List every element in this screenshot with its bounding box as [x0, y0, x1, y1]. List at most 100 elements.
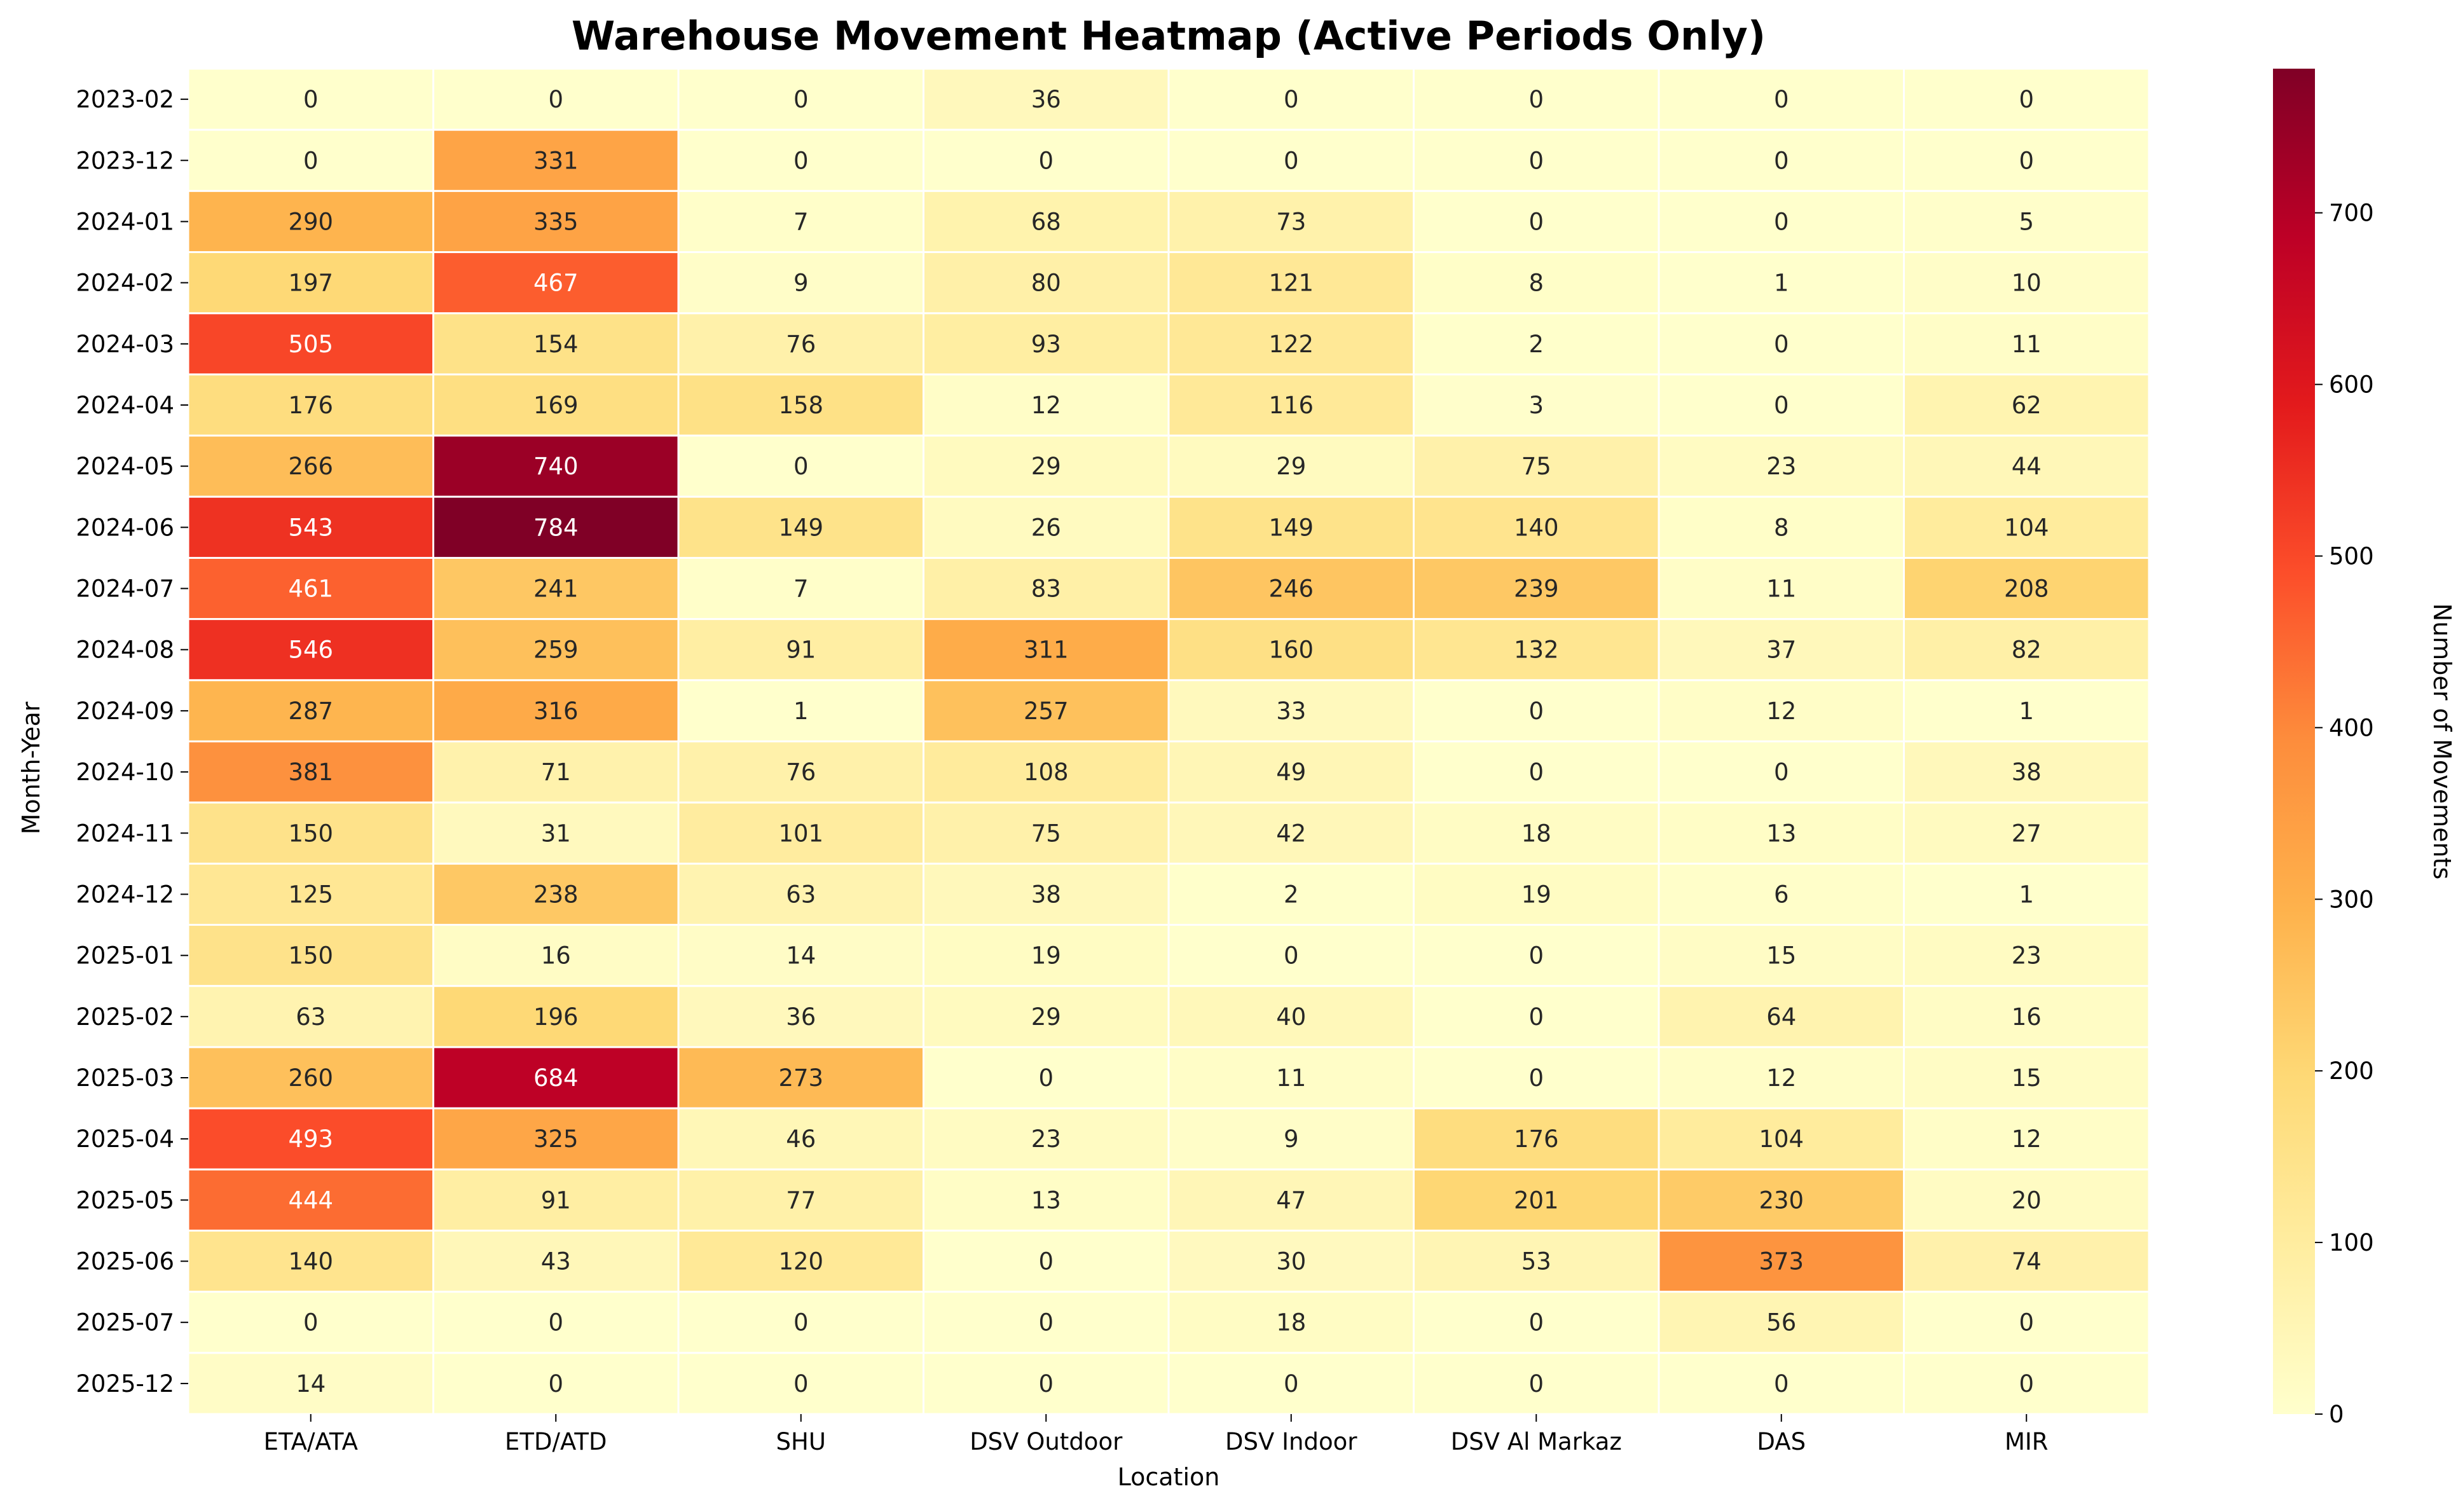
cell-value-label: 197: [288, 270, 333, 297]
heatmap-cell: [1167, 1046, 1415, 1110]
heatmap-cell: [187, 556, 434, 621]
heatmap-cell: [432, 495, 680, 559]
cell-value-label: 43: [541, 1248, 571, 1275]
cell-value-label: 238: [533, 881, 579, 908]
cell-value-label: 0: [1528, 86, 1544, 113]
colorbar-label: Number of Movements: [2428, 603, 2456, 880]
cell-value-label: 9: [793, 270, 809, 297]
heatmap-cell: [1658, 189, 1905, 254]
cell-value-label: 23: [1766, 453, 1796, 480]
cell-value-label: 316: [533, 698, 579, 725]
cell-value-label: 1: [793, 698, 809, 725]
cell-value-label: 76: [786, 331, 816, 358]
x-axis-label: Location: [1118, 1463, 1220, 1491]
cell-value-label: 0: [793, 1370, 809, 1398]
row-tick-label: 2025-01: [76, 942, 174, 970]
heatmap-cell: [1658, 1352, 1905, 1415]
heatmap-cell: [1167, 618, 1415, 682]
cell-value-label: 444: [288, 1186, 333, 1214]
column-tick-label: ETA/ATA: [264, 1428, 358, 1455]
heatmap-cell: [1167, 801, 1415, 865]
cell-value-label: 176: [288, 392, 333, 419]
heatmap-cell: [1658, 801, 1905, 865]
heatmap-cell: [923, 1352, 1170, 1415]
cell-value-label: 10: [2012, 270, 2042, 297]
row-tick-labels: 2023-02 2023-12 2024-01 2024-02 2024-03 2024-…: [76, 86, 188, 1398]
heatmap-cell: [1903, 434, 2150, 498]
cell-value-label: 0: [793, 1309, 809, 1337]
heatmap-cell: [1658, 1291, 1905, 1354]
column-tick-labels: ETA/ATA ETD/ATD SHU DSV Outdoor DSV Indoor DS…: [264, 1414, 2049, 1455]
colorbar-tick-label: 0: [2329, 1401, 2344, 1428]
row-tick-label: 2024-12: [76, 881, 174, 908]
cell-value-label: 150: [288, 942, 333, 970]
cell-value-label: 0: [1528, 942, 1544, 970]
cell-value-label: 71: [541, 759, 571, 786]
cell-value-label: 116: [1268, 392, 1314, 419]
cell-value-label: 273: [778, 1064, 823, 1092]
cell-value-label: 505: [288, 331, 333, 358]
heatmap-cell: [432, 740, 680, 804]
cell-value-label: 7: [793, 575, 809, 603]
row-tick-label: 2024-10: [76, 759, 174, 786]
cell-value-label: 259: [533, 636, 579, 664]
cell-value-label: 12: [1031, 392, 1061, 419]
cell-value-label: 160: [1268, 636, 1314, 664]
colorbar-tick-label: 600: [2329, 371, 2374, 399]
cell-value-label: 0: [1774, 147, 1789, 174]
heatmap-cell: [1413, 740, 1660, 804]
heatmap-cell: [1658, 924, 1905, 987]
row-tick-label: 2024-06: [76, 514, 174, 541]
heatmap-cell: [1903, 985, 2150, 1048]
cell-value-label: 6: [1774, 881, 1789, 908]
cell-value-label: 230: [1759, 1186, 1804, 1214]
cell-value-label: 0: [303, 147, 319, 174]
cell-value-label: 0: [1038, 1370, 1054, 1398]
cell-value-label: 0: [1774, 208, 1789, 235]
heatmap-cell: [432, 1352, 680, 1415]
row-tick-label: 2024-07: [76, 575, 174, 603]
cell-value-label: 91: [541, 1186, 571, 1214]
cell-value-label: 266: [288, 453, 333, 480]
heatmap-cell: [432, 1229, 680, 1293]
cell-value-label: 331: [533, 147, 579, 174]
cell-value-label: 461: [288, 575, 333, 603]
cell-value-label: 0: [793, 453, 809, 480]
heatmap-cell: [1413, 434, 1660, 498]
cell-value-label: 91: [786, 636, 816, 664]
cell-value-label: 740: [533, 453, 579, 480]
column-tick-label: DSV Al Markaz: [1451, 1428, 1622, 1455]
cell-value-label: 208: [2004, 575, 2049, 603]
column-tick-label: DAS: [1757, 1428, 1806, 1455]
heatmap-cell: [1413, 985, 1660, 1048]
cell-value-label: 36: [1031, 86, 1061, 113]
heatmap-cell: [1167, 128, 1415, 192]
colorbar: [2273, 69, 2315, 1414]
cell-value-label: 2: [1528, 331, 1544, 358]
heatmap-cell: [432, 679, 680, 743]
cell-value-label: 27: [2012, 820, 2042, 847]
cell-value-label: 0: [2019, 1370, 2034, 1398]
cell-value-label: 140: [1514, 514, 1559, 541]
cell-value-label: 68: [1031, 208, 1061, 235]
heatmap-cell: [1903, 373, 2150, 437]
cell-value-label: 63: [296, 1003, 326, 1031]
heatmap-cell: [187, 1291, 434, 1354]
cell-value-label: 80: [1031, 270, 1061, 297]
cell-value-label: 40: [1276, 1003, 1306, 1031]
cell-value-label: 30: [1276, 1248, 1306, 1275]
cell-value-label: 53: [1521, 1248, 1551, 1275]
heatmap-cell: [923, 801, 1170, 865]
heatmap-cell: [1167, 985, 1415, 1048]
row-tick-label: 2024-09: [76, 698, 174, 725]
heatmap-cell: [1167, 251, 1415, 315]
heatmap-cell: [1903, 128, 2150, 192]
cell-value-label: 0: [548, 1370, 563, 1398]
cell-value-label: 239: [1514, 575, 1559, 603]
cell-value-label: 11: [1766, 575, 1796, 603]
heatmap-cell: [432, 251, 680, 315]
heatmap-cell: [1413, 1107, 1660, 1171]
heatmap-cell: [1903, 1107, 2150, 1171]
